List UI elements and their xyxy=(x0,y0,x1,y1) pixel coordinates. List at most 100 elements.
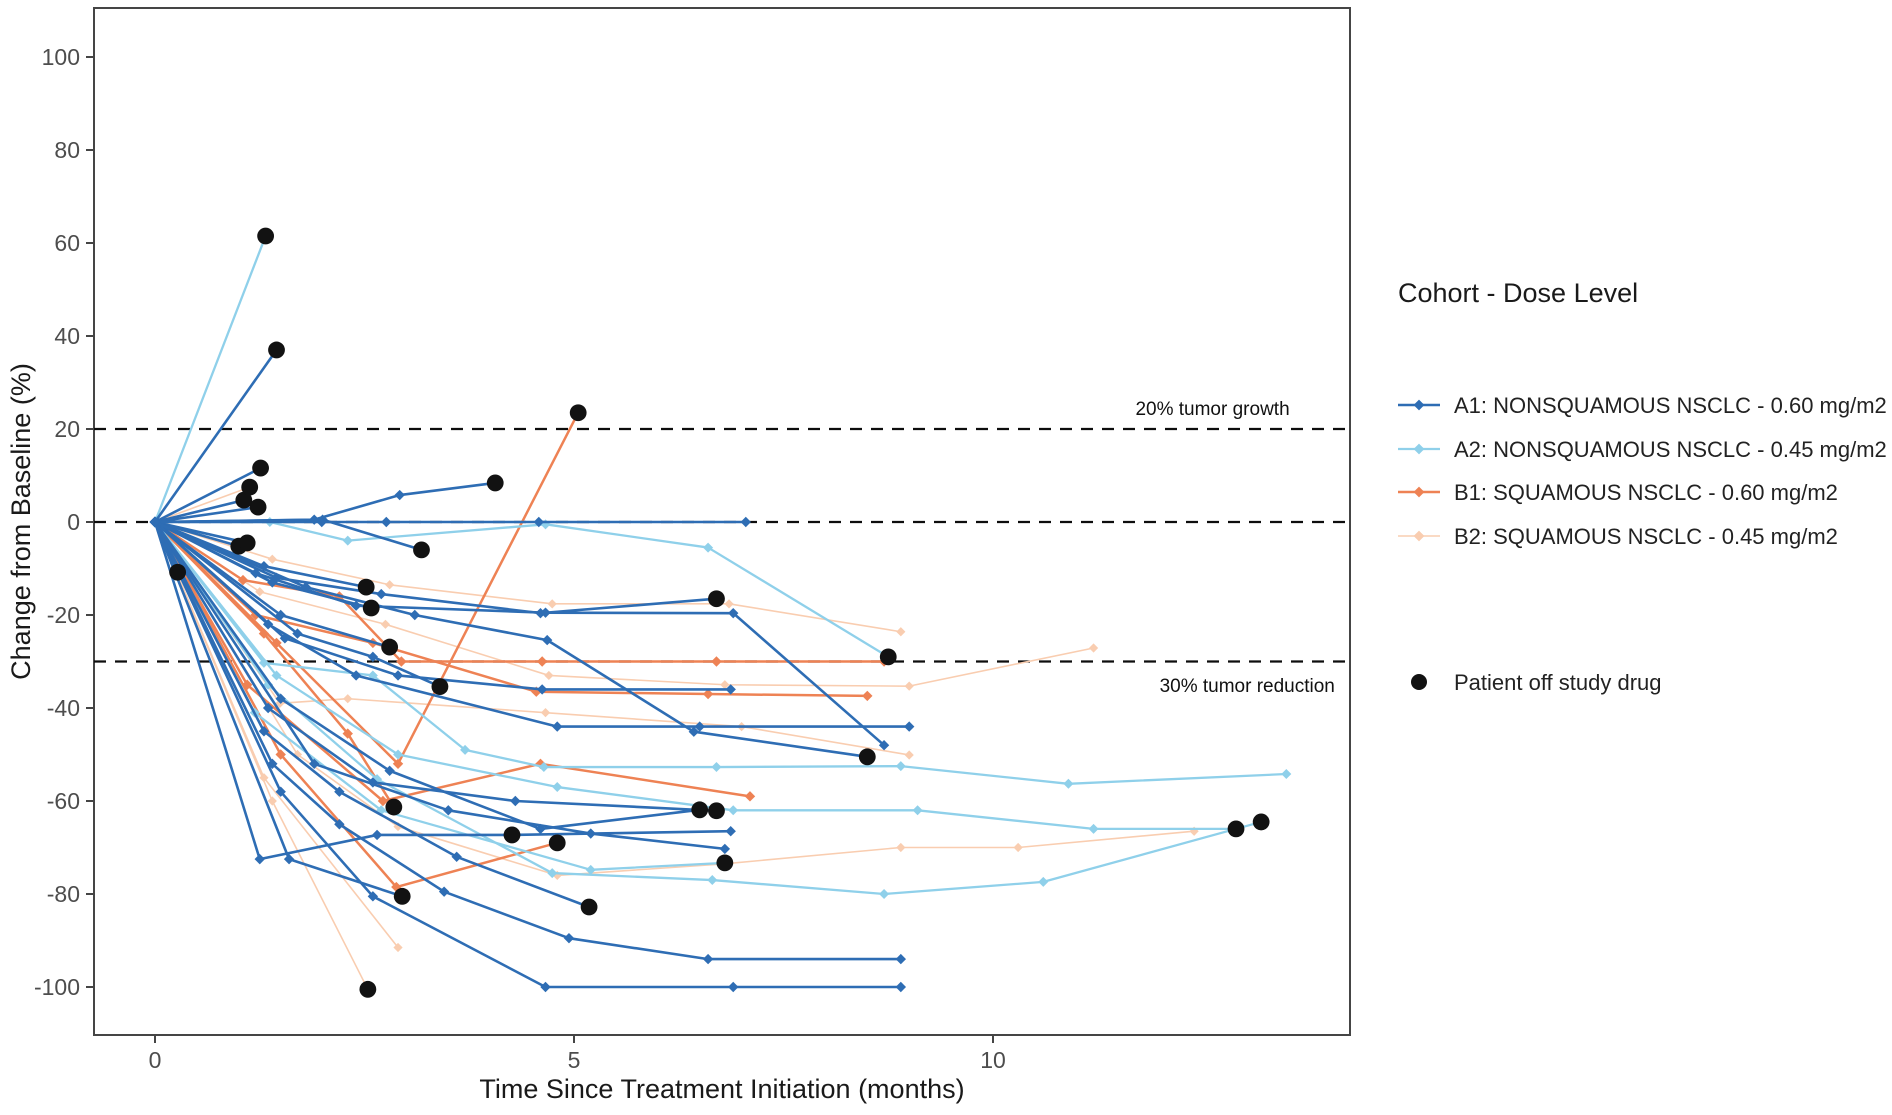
off-study-dot xyxy=(413,541,430,559)
assessment-marker xyxy=(878,740,890,751)
assessment-marker xyxy=(394,489,405,501)
assessment-marker xyxy=(904,750,914,760)
assessment-marker xyxy=(536,684,548,695)
assessment-marker xyxy=(540,981,551,993)
off-study-dot xyxy=(362,599,380,617)
assessment-marker xyxy=(536,656,548,667)
assessment-marker xyxy=(895,953,907,965)
trajectory-line-A2 xyxy=(153,235,267,523)
assessment-marker xyxy=(393,821,403,832)
assessment-marker xyxy=(895,761,906,772)
legend-item-B2: B2: SQUAMOUS NSCLC - 0.45 mg/m2 xyxy=(1398,524,1838,549)
off-study-dot xyxy=(486,474,504,492)
assessment-marker xyxy=(719,843,731,855)
off-study-dot xyxy=(580,898,598,916)
legend-item-B1: B1: SQUAMOUS NSCLC - 0.60 mg/m2 xyxy=(1398,480,1838,505)
off-study-dot xyxy=(1252,813,1270,831)
assessment-marker xyxy=(267,758,278,769)
assessment-marker xyxy=(544,670,554,681)
assessment-marker xyxy=(275,693,286,704)
assessment-marker xyxy=(334,786,345,797)
assessment-marker xyxy=(317,514,328,525)
annotation-1: 30% tumor reduction xyxy=(1160,676,1335,697)
assessment-marker xyxy=(343,694,353,704)
assessment-marker xyxy=(702,688,714,700)
assessment-marker xyxy=(350,600,362,611)
assessment-marker xyxy=(392,758,404,769)
assessment-marker xyxy=(540,708,551,718)
legend: Cohort - Dose Level A1: NONSQUAMOUS NSCLC… xyxy=(1398,278,1887,695)
off-study-dot xyxy=(569,404,587,422)
assessment-marker xyxy=(262,702,274,714)
assessment-marker xyxy=(334,819,345,830)
assessment-marker xyxy=(309,514,320,525)
assessment-marker xyxy=(585,828,596,839)
patient-trajectory-A1 xyxy=(149,516,907,993)
y-tick-label: -40 xyxy=(47,695,80,721)
assessment-marker xyxy=(535,823,546,835)
assessment-marker xyxy=(728,607,739,619)
assessment-marker xyxy=(254,853,265,865)
y-tick-label: 100 xyxy=(42,44,80,70)
assessment-marker xyxy=(725,684,736,695)
y-tick-label: -60 xyxy=(47,788,80,814)
assessment-marker xyxy=(258,657,269,668)
off-study-dot xyxy=(431,678,449,696)
off-study-dot xyxy=(257,227,275,245)
y-tick-label: 20 xyxy=(54,416,80,442)
assessment-marker xyxy=(392,670,404,681)
assessment-marker xyxy=(547,599,557,609)
off-study-dot xyxy=(169,563,187,581)
assessment-marker xyxy=(552,721,563,732)
legend-swatch-marker xyxy=(1413,443,1425,455)
off-study-dot xyxy=(503,826,521,844)
assessment-marker xyxy=(1088,823,1099,834)
off-study-dot xyxy=(249,498,267,516)
assessment-marker xyxy=(396,656,407,667)
assessment-marker xyxy=(250,567,261,579)
off-study-dot xyxy=(879,648,897,666)
assessment-marker xyxy=(1038,876,1049,887)
assessment-marker xyxy=(702,953,714,965)
legend-swatch-marker xyxy=(1413,530,1425,542)
y-tick-label: -100 xyxy=(34,974,80,1000)
assessment-marker xyxy=(728,805,739,816)
assessment-marker xyxy=(250,609,261,621)
assessment-marker xyxy=(711,656,722,667)
assessment-marker xyxy=(912,805,923,816)
legend-item-label: B1: SQUAMOUS NSCLC - 0.60 mg/m2 xyxy=(1454,480,1838,505)
trajectory-line-A2 xyxy=(154,521,1237,831)
assessment-marker xyxy=(258,628,270,639)
assessment-marker xyxy=(258,560,270,572)
assessment-marker xyxy=(381,516,392,528)
assessment-marker xyxy=(393,942,403,953)
assessment-marker xyxy=(728,981,739,993)
x-tick-label: 10 xyxy=(980,1047,1006,1073)
assessment-marker xyxy=(283,853,295,865)
assessment-marker xyxy=(258,726,270,737)
y-axis-title: Change from Baseline (%) xyxy=(6,363,36,680)
assessment-marker xyxy=(740,516,751,528)
trajectory-line-A2 xyxy=(154,521,1262,896)
assessment-marker xyxy=(267,554,277,564)
y-tick-label: 0 xyxy=(67,509,80,535)
trajectory-line-A1 xyxy=(154,520,441,688)
assessment-marker xyxy=(896,842,906,853)
off-study-dot xyxy=(548,834,566,852)
legend-item-off-study: Patient off study drug xyxy=(1411,670,1662,695)
assessment-marker xyxy=(259,773,269,783)
off-study-dot xyxy=(252,459,269,477)
assessment-marker xyxy=(904,721,915,732)
assessment-marker xyxy=(540,607,551,618)
legend-item-A1: A1: NONSQUAMOUS NSCLC - 0.60 mg/m2 xyxy=(1398,393,1887,418)
assessment-marker xyxy=(275,786,286,797)
assessment-marker xyxy=(255,587,265,597)
trajectory-line-A1 xyxy=(154,505,259,524)
trajectory-line-A1 xyxy=(154,498,245,524)
assessment-marker xyxy=(267,796,277,806)
assessment-marker xyxy=(292,749,303,760)
assessment-marker xyxy=(409,609,420,621)
assessment-marker xyxy=(510,795,521,807)
legend-off-study-label: Patient off study drug xyxy=(1454,670,1662,695)
